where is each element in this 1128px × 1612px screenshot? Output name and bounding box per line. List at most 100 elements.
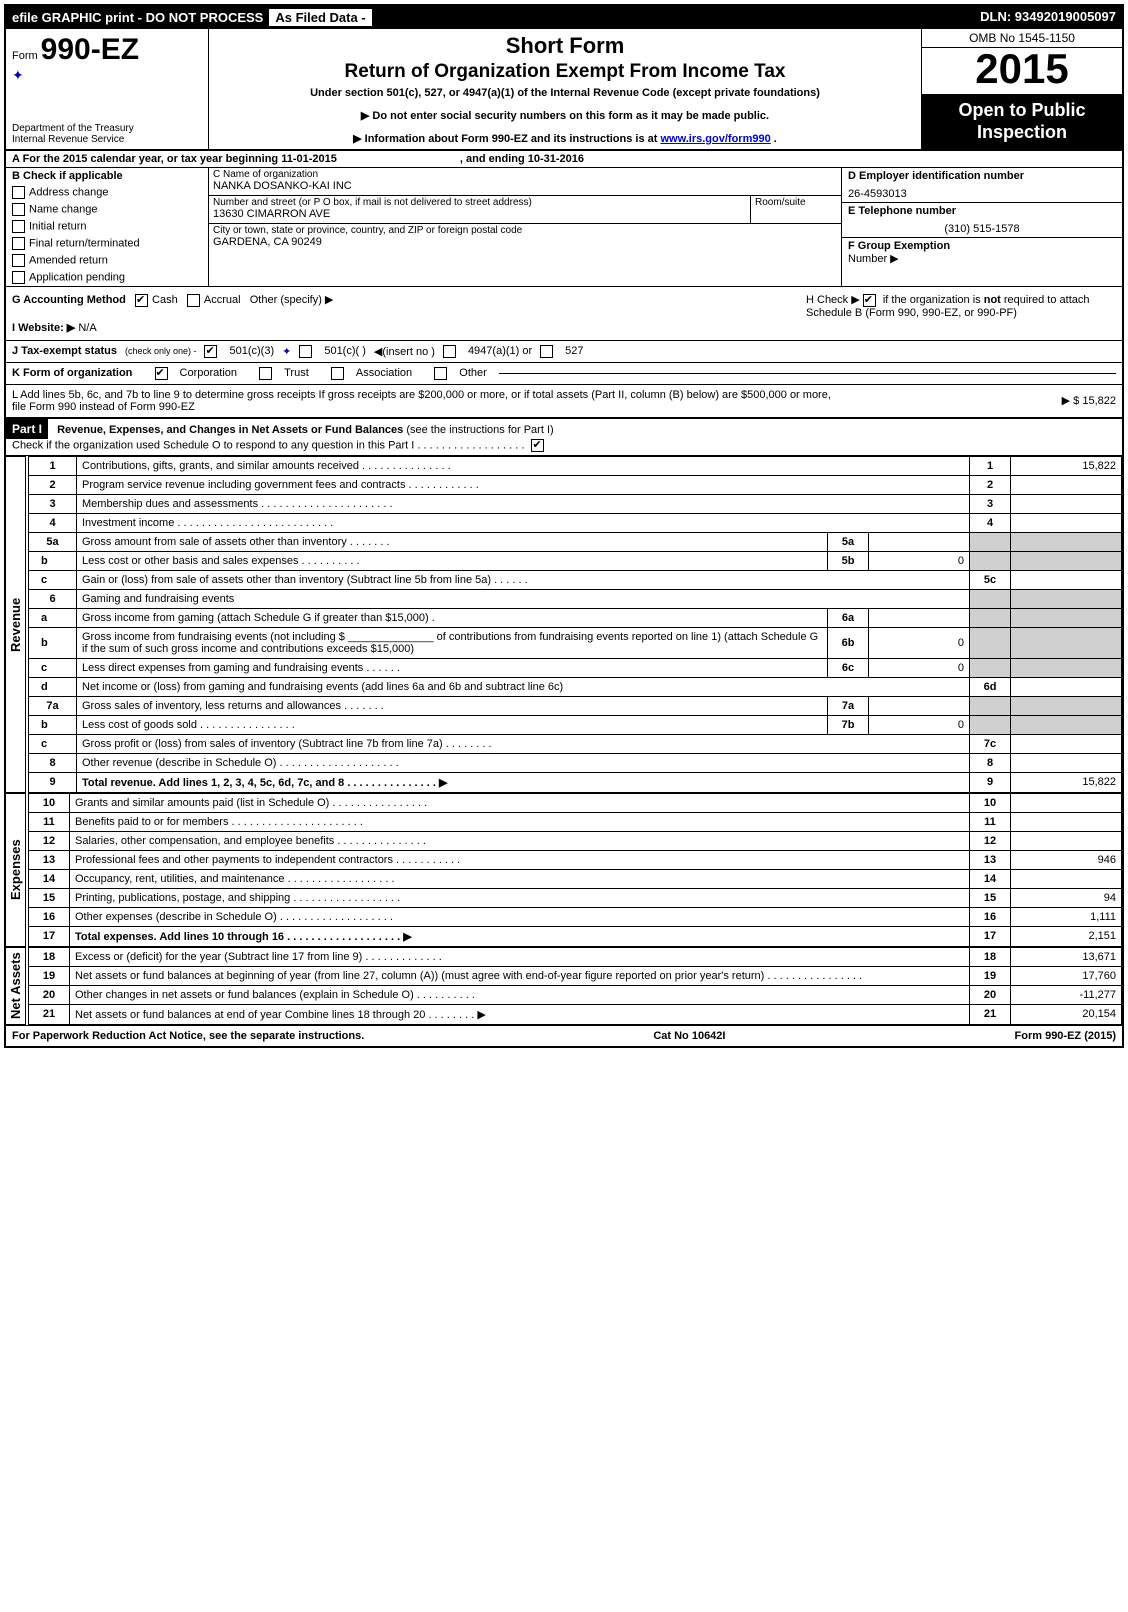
efile-print-label: efile GRAPHIC print - DO NOT PROCESS: [12, 10, 263, 25]
table-row: 4Investment income . . . . . . . . . . .…: [29, 513, 1122, 532]
paperwork-notice: For Paperwork Reduction Act Notice, see …: [12, 1030, 364, 1042]
org-name-label: C Name of organization: [209, 168, 841, 180]
title-short-form: Short Form: [215, 33, 915, 59]
street-label: Number and street (or P O box, if mail i…: [209, 196, 750, 208]
form-number: 990-EZ: [41, 33, 139, 67]
table-row: 12Salaries, other compensation, and empl…: [29, 831, 1122, 850]
form-page: efile GRAPHIC print - DO NOT PROCESS As …: [4, 4, 1124, 1048]
checkbox-initial-return[interactable]: [12, 220, 25, 233]
table-row: 9Total revenue. Add lines 1, 2, 3, 4, 5c…: [29, 772, 1122, 792]
table-row: cGain or (loss) from sale of assets othe…: [29, 570, 1122, 589]
table-row: 8Other revenue (describe in Schedule O) …: [29, 753, 1122, 772]
footer: For Paperwork Reduction Act Notice, see …: [6, 1025, 1122, 1046]
phone-label: E Telephone number: [848, 205, 1116, 217]
ein-value: 26-4593013: [848, 188, 1116, 200]
table-row: bLess cost of goods sold . . . . . . . .…: [29, 715, 1122, 734]
checkbox-501c[interactable]: [299, 345, 312, 358]
dln-label: DLN: 93492019005097: [980, 9, 1116, 26]
as-filed-box: As Filed Data -: [269, 9, 371, 26]
checkbox-label: Final return/terminated: [29, 238, 140, 250]
checkbox-label: Initial return: [29, 221, 86, 233]
line-i-website-label: I Website: ▶: [12, 322, 75, 334]
group-exemption-label: F Group Exemption: [848, 240, 950, 252]
checkbox-accrual[interactable]: [187, 294, 200, 307]
city-value: GARDENA, CA 90249: [209, 236, 841, 251]
table-row: 5aGross amount from sale of assets other…: [29, 532, 1122, 551]
irs-link[interactable]: www.irs.gov/form990: [660, 133, 770, 145]
ein-label: D Employer identification number: [848, 170, 1116, 182]
line-j-tax-exempt: J Tax-exempt status(check only one) - 50…: [6, 341, 1122, 363]
group-exemption-number: Number ▶: [848, 253, 899, 265]
checkbox-label: Application pending: [29, 272, 125, 284]
table-row: cLess direct expenses from gaming and fu…: [29, 658, 1122, 677]
table-row: cGross profit or (loss) from sales of in…: [29, 734, 1122, 753]
topbar: efile GRAPHIC print - DO NOT PROCESS As …: [6, 6, 1122, 29]
cat-number: Cat No 10642I: [653, 1030, 725, 1042]
line-h-schedule-b: H Check ▶ if the organization is not req…: [800, 287, 1122, 340]
city-label: City or town, state or province, country…: [209, 224, 841, 236]
checkbox-cash[interactable]: [135, 294, 148, 307]
table-row: 21Net assets or fund balances at end of …: [29, 1004, 1122, 1024]
col-b-checkboxes: B Check if applicable Address changeName…: [6, 168, 209, 286]
checkbox-final-return-terminated[interactable]: [12, 237, 25, 250]
org-name-value: NANKA DOSANKO-KAI INC: [209, 180, 841, 195]
revenue-table: 1Contributions, gifts, grants, and simil…: [28, 456, 1122, 793]
table-row: 11Benefits paid to or for members . . . …: [29, 812, 1122, 831]
checkbox-501c3[interactable]: [204, 345, 217, 358]
checkbox-label: Name change: [29, 204, 98, 216]
table-row: 2Program service revenue including gover…: [29, 475, 1122, 494]
checkbox-label: Address change: [29, 187, 109, 199]
line-l-amount: ▶ $ 15,822: [1062, 394, 1116, 407]
checkbox-trust[interactable]: [259, 367, 272, 380]
tax-year: 2015: [922, 48, 1122, 94]
table-row: 18Excess or (deficit) for the year (Subt…: [29, 947, 1122, 966]
room-label: Room/suite: [751, 196, 841, 208]
line-l-gross-receipts: L Add lines 5b, 6c, and 7b to line 9 to …: [6, 385, 1122, 418]
checkbox-schedule-o[interactable]: [531, 439, 544, 452]
form-id-footer: Form 990-EZ (2015): [1015, 1030, 1116, 1042]
table-row: 3Membership dues and assessments . . . .…: [29, 494, 1122, 513]
table-row: 17Total expenses. Add lines 10 through 1…: [29, 926, 1122, 946]
section-label-expenses: Expenses: [6, 793, 26, 947]
checkbox-address-change[interactable]: [12, 186, 25, 199]
phone-value: (310) 515-1578: [848, 223, 1116, 235]
table-row: 15Printing, publications, postage, and s…: [29, 888, 1122, 907]
checkbox-corporation[interactable]: [155, 367, 168, 380]
org-info-block: B Check if applicable Address changeName…: [6, 168, 1122, 287]
info-icon[interactable]: ✦: [282, 345, 291, 358]
table-row: 6Gaming and fundraising events: [29, 589, 1122, 608]
table-row: dNet income or (loss) from gaming and fu…: [29, 677, 1122, 696]
table-row: 19Net assets or fund balances at beginni…: [29, 966, 1122, 985]
section-label-netassets: Net Assets: [6, 947, 26, 1025]
table-row: bLess cost or other basis and sales expe…: [29, 551, 1122, 570]
table-row: 10Grants and similar amounts paid (list …: [29, 793, 1122, 812]
line-k-form-org: K Form of organization Corporation Trust…: [6, 363, 1122, 385]
line-g-accounting: G Accounting Method Cash Accrual Other (…: [6, 287, 800, 340]
table-row: 20Other changes in net assets or fund ba…: [29, 985, 1122, 1004]
notice-info: ▶ Information about Form 990-EZ and its …: [353, 133, 660, 145]
form-word: Form: [12, 50, 38, 62]
table-row: 13Professional fees and other payments t…: [29, 850, 1122, 869]
table-row: bGross income from fundraising events (n…: [29, 627, 1122, 658]
section-label-revenue: Revenue: [6, 456, 26, 793]
table-row: 14Occupancy, rent, utilities, and mainte…: [29, 869, 1122, 888]
table-row: 1Contributions, gifts, grants, and simil…: [29, 456, 1122, 475]
checkbox-schedule-b[interactable]: [863, 294, 876, 307]
checkbox-4947[interactable]: [443, 345, 456, 358]
checkbox-association[interactable]: [331, 367, 344, 380]
info-icon[interactable]: ✦: [12, 67, 24, 83]
open-to-public-box: Open to Public Inspection: [922, 94, 1122, 149]
title-return: Return of Organization Exempt From Incom…: [215, 61, 915, 83]
header: Form 990-EZ ✦ Department of the Treasury…: [6, 29, 1122, 151]
table-row: 7aGross sales of inventory, less returns…: [29, 696, 1122, 715]
notice-ssn: ▶ Do not enter social security numbers o…: [215, 109, 915, 122]
checkbox-527[interactable]: [540, 345, 553, 358]
dept-treasury: Department of the Treasury: [12, 123, 202, 134]
table-row: aGross income from gaming (attach Schedu…: [29, 608, 1122, 627]
expenses-table: 10Grants and similar amounts paid (list …: [28, 793, 1122, 947]
subtitle: Under section 501(c), 527, or 4947(a)(1)…: [215, 87, 915, 99]
checkbox-other-org[interactable]: [434, 367, 447, 380]
checkbox-amended-return[interactable]: [12, 254, 25, 267]
checkbox-name-change[interactable]: [12, 203, 25, 216]
checkbox-application-pending[interactable]: [12, 271, 25, 284]
